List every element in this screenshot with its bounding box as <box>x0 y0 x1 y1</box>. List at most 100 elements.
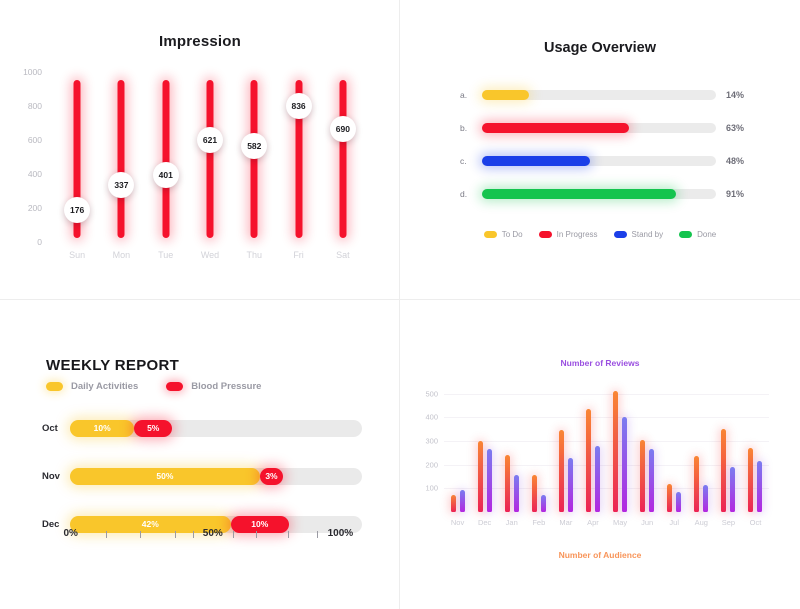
audience-bar[interactable] <box>531 475 537 512</box>
impression-slider[interactable]: 836 <box>278 80 320 238</box>
reviews-bar[interactable] <box>540 495 546 512</box>
impression-slider-track[interactable] <box>206 80 214 238</box>
weekly-scale-tick <box>175 531 177 538</box>
reviews-bar[interactable] <box>486 448 492 512</box>
impression-slider[interactable]: 690 <box>322 80 364 238</box>
usage-progress-track[interactable] <box>482 156 716 166</box>
reviews-bar-group <box>477 382 492 512</box>
weekly-legend-item[interactable]: Daily Activities <box>46 381 138 392</box>
weekly-legend-label: Blood Pressure <box>191 381 262 392</box>
reviews-chart-top-title: Number of Reviews <box>560 358 640 368</box>
audience-bar[interactable] <box>504 454 510 512</box>
impression-slider-track[interactable] <box>162 80 170 238</box>
usage-progress-fill <box>482 90 529 100</box>
weekly-scale-tick <box>192 531 194 538</box>
impression-slider[interactable]: 621 <box>189 80 231 238</box>
usage-row-value: 14% <box>726 90 745 100</box>
impression-y-tick: 1000 <box>23 67 42 77</box>
weekly-blood-pressure-bar[interactable]: 5% <box>134 419 173 437</box>
usage-legend-label: Done <box>697 230 717 239</box>
usage-row-key: b. <box>460 123 468 133</box>
reviews-y-tick: 200 <box>425 460 438 470</box>
reviews-bar[interactable] <box>703 485 709 512</box>
impression-slider[interactable]: 401 <box>145 80 187 238</box>
weekly-row-month: Nov <box>42 470 60 482</box>
reviews-bar[interactable] <box>676 492 682 512</box>
reviews-bar-group <box>748 382 763 512</box>
reviews-x-label: Jul <box>669 518 679 527</box>
reviews-bar[interactable] <box>459 490 465 512</box>
weekly-progress-track[interactable]: 42% 10% <box>70 515 362 533</box>
reviews-bar-group <box>585 382 600 512</box>
impression-slider[interactable]: 582 <box>233 80 275 238</box>
impression-y-tick: 400 <box>27 169 42 179</box>
impression-slider-track[interactable] <box>339 80 347 238</box>
weekly-scale-tick <box>233 531 235 538</box>
audience-bar[interactable] <box>640 440 646 512</box>
weekly-row: Dec 42% 10% <box>42 514 362 534</box>
impression-y-axis: 1000 800 600 400 200 0 <box>0 67 42 247</box>
audience-bar[interactable] <box>748 448 754 512</box>
reviews-bar-group <box>531 382 546 512</box>
audience-bar[interactable] <box>585 408 591 512</box>
usage-legend-item[interactable]: Stand by <box>613 230 663 239</box>
reviews-bar[interactable] <box>649 448 655 512</box>
impression-slider-track[interactable] <box>117 80 125 238</box>
impression-slider-track[interactable] <box>295 80 303 238</box>
impression-slider-knob[interactable]: 176 <box>64 197 91 224</box>
weekly-blood-pressure-bar[interactable]: 10% <box>230 515 289 533</box>
impression-slider-knob[interactable]: 690 <box>329 115 356 142</box>
usage-row: d. 91% <box>460 185 760 203</box>
usage-legend-item[interactable]: Done <box>679 230 716 239</box>
weekly-scale-label: 0% <box>63 528 78 539</box>
weekly-daily-activities-bar[interactable]: 10% <box>70 419 135 437</box>
audience-bar[interactable] <box>450 495 456 512</box>
reviews-bar[interactable] <box>513 475 519 512</box>
impression-slider-track[interactable] <box>73 80 81 238</box>
reviews-bar[interactable] <box>594 445 600 512</box>
impression-y-tick: 800 <box>27 101 42 111</box>
impression-y-tick: 600 <box>27 135 42 145</box>
reviews-gridline <box>444 488 769 490</box>
usage-progress-track[interactable] <box>482 90 716 100</box>
impression-slider-knob[interactable]: 337 <box>108 171 135 198</box>
usage-legend-item[interactable]: To Do <box>483 230 523 239</box>
audience-bar[interactable] <box>558 429 564 512</box>
impression-slider[interactable]: 176 <box>56 80 98 238</box>
weekly-scale-tick <box>317 531 319 538</box>
audience-bar[interactable] <box>694 455 700 512</box>
weekly-daily-activities-bar[interactable]: 42% <box>70 515 231 533</box>
impression-slider-knob[interactable]: 401 <box>152 161 179 188</box>
impression-slider-knob[interactable]: 621 <box>197 126 223 153</box>
usage-progress-track[interactable] <box>482 123 716 133</box>
impression-x-axis: Sun Mon Tue Wed Thu Fri Sat <box>55 250 365 268</box>
reviews-bar[interactable] <box>730 466 736 512</box>
audience-bar[interactable] <box>477 441 483 512</box>
audience-bar[interactable] <box>667 483 673 512</box>
weekly-report-panel: WEEKLY REPORT Daily Activities Blood Pres… <box>0 300 400 609</box>
weekly-daily-activities-bar[interactable]: 50% <box>70 467 260 485</box>
usage-progress-track[interactable] <box>482 189 716 199</box>
reviews-bar[interactable] <box>757 461 763 512</box>
impression-slider[interactable]: 337 <box>100 80 142 238</box>
audience-bar[interactable] <box>721 428 727 512</box>
usage-row: a. 14% <box>460 86 760 104</box>
usage-legend-item[interactable]: In Progress <box>538 230 598 239</box>
usage-row: b. 63% <box>460 119 760 137</box>
weekly-legend-swatch <box>46 382 63 391</box>
impression-slider-knob[interactable]: 836 <box>285 92 312 119</box>
audience-bar[interactable] <box>613 391 619 512</box>
impression-x-label: Fri <box>293 250 304 260</box>
impression-x-label: Sun <box>69 250 86 260</box>
reviews-x-label: Apr <box>587 518 599 527</box>
weekly-progress-track[interactable]: 50% 3% <box>70 467 362 485</box>
weekly-blood-pressure-bar[interactable]: 3% <box>259 467 284 485</box>
reviews-bar[interactable] <box>567 458 573 512</box>
reviews-bar-group <box>640 382 655 512</box>
reviews-bar[interactable] <box>622 417 628 512</box>
weekly-legend-item[interactable]: Blood Pressure <box>166 381 261 392</box>
weekly-report-title: WEEKLY REPORT <box>46 357 180 374</box>
weekly-progress-track[interactable]: 10% 5% <box>70 419 362 437</box>
impression-slider-knob[interactable]: 582 <box>241 133 268 160</box>
usage-legend-swatch <box>613 231 627 238</box>
